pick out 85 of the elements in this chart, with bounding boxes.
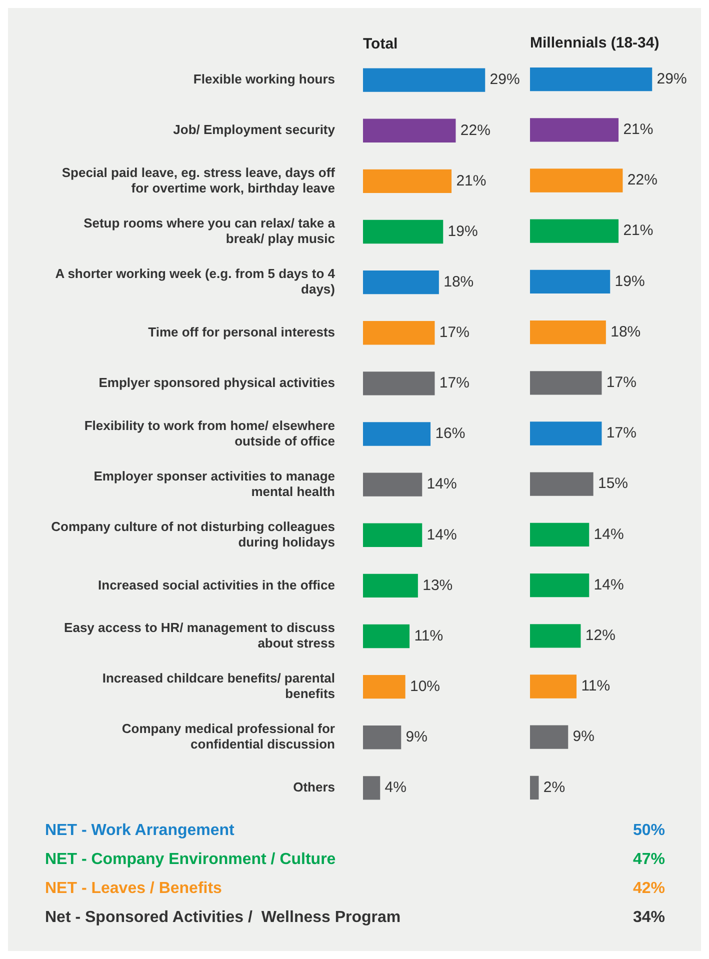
bar [530, 422, 602, 446]
data-label: 17% [606, 424, 636, 442]
bar [530, 168, 623, 192]
y-tick-label: Employer sponser activities to manage mental health [94, 468, 336, 499]
bar [530, 472, 594, 496]
data-label: 22% [460, 122, 490, 139]
y-tick-label: A shorter working week (e.g. from 5 days to 4 days) [55, 266, 336, 297]
data-label: 21% [456, 172, 486, 190]
y-tick-label: Easy access to HR/ management to discuss about stress [64, 620, 335, 651]
category-label: NET - Company Environment / Culture [45, 851, 336, 868]
y-tick-label: Job/ Employment security [173, 122, 336, 138]
data-label: 17% [439, 374, 470, 392]
data-label: 29% [490, 71, 520, 88]
bar [530, 320, 606, 344]
bar [530, 371, 602, 395]
text: 50% [632, 822, 665, 839]
data-label: 10% [410, 678, 440, 695]
y-tick-label: Flexible working hours [193, 72, 335, 87]
data-label: 15% [598, 475, 628, 492]
bar [530, 624, 581, 648]
bar [530, 118, 619, 142]
bar [530, 573, 590, 598]
data-label: 14% [426, 476, 457, 493]
data-label: 17% [606, 374, 636, 392]
bar [530, 219, 619, 243]
data-label: 14% [594, 526, 624, 543]
data-label: 16% [435, 425, 466, 442]
bar [363, 726, 402, 750]
bar [363, 321, 435, 345]
data-label: 12% [585, 627, 616, 644]
bar [363, 674, 406, 699]
y-tick-label: Setup rooms where you can relax/ take a break/ play music [84, 216, 336, 246]
category-label: Net - Sponsored Activities / Wellness Program [45, 909, 401, 926]
y-tick-label: Company culture of not disturbing colleagues during holidays [51, 518, 335, 550]
bar [363, 422, 431, 446]
data-label: 11% [581, 678, 610, 695]
y-tick-label: Company medical professional for confidential discussion [122, 721, 336, 752]
data-label: 19% [614, 272, 645, 290]
data-label: 11% [414, 627, 444, 644]
bar [363, 118, 456, 142]
data-label: 4% [384, 779, 406, 796]
category-label: NET - Leaves / Benefits [45, 880, 222, 897]
y-tick-label: Increased childcare benefits/ parental benefits [102, 670, 335, 702]
chart-title: Millennials (18-34) [530, 34, 660, 52]
data-label: 14% [594, 576, 624, 594]
data-label: 18% [444, 273, 474, 290]
y-tick-label: Flexibility to work from home/ elsewhere outside of office [84, 418, 335, 448]
y-tick-label: Increased social activities in the office [98, 577, 335, 592]
data-label: 22% [627, 172, 658, 189]
data-label: 19% [448, 222, 478, 240]
bar [363, 220, 444, 244]
data-label: 17% [439, 324, 470, 342]
bar [363, 523, 422, 547]
bar [530, 522, 590, 547]
data-label: 29% [656, 70, 687, 88]
data-label: 21% [623, 222, 654, 240]
bar [363, 624, 410, 648]
data-label: 14% [426, 526, 457, 544]
bar [363, 169, 452, 194]
y-tick-label: Emplyer sponsored physical activities [98, 375, 335, 390]
text: 47% [632, 851, 665, 868]
bar [363, 372, 435, 396]
data-label: 9% [572, 728, 594, 746]
text: 34% [632, 909, 665, 926]
y-tick-label: Time off for personal interests [148, 324, 335, 340]
data-label: 9% [406, 728, 428, 746]
category-label: NET - Work Arrangement [45, 822, 234, 839]
bar [530, 725, 568, 749]
bar [363, 776, 380, 800]
data-label: 21% [623, 121, 654, 138]
data-label: 2% [543, 778, 566, 796]
bar [530, 776, 539, 800]
bar [363, 574, 418, 598]
bar [530, 674, 577, 698]
data-label: 13% [422, 576, 453, 594]
y-tick-label: Special paid leave, eg. stress leave, days off for overtime work, birthday leave [62, 164, 336, 196]
chart-title: Total [363, 35, 398, 52]
bar [530, 67, 652, 92]
bar [363, 270, 439, 294]
bar [363, 68, 486, 92]
bar [363, 472, 422, 496]
bar [530, 270, 610, 294]
data-label: 18% [610, 323, 641, 340]
y-tick-label: Others [293, 780, 335, 794]
text: 42% [632, 880, 665, 897]
